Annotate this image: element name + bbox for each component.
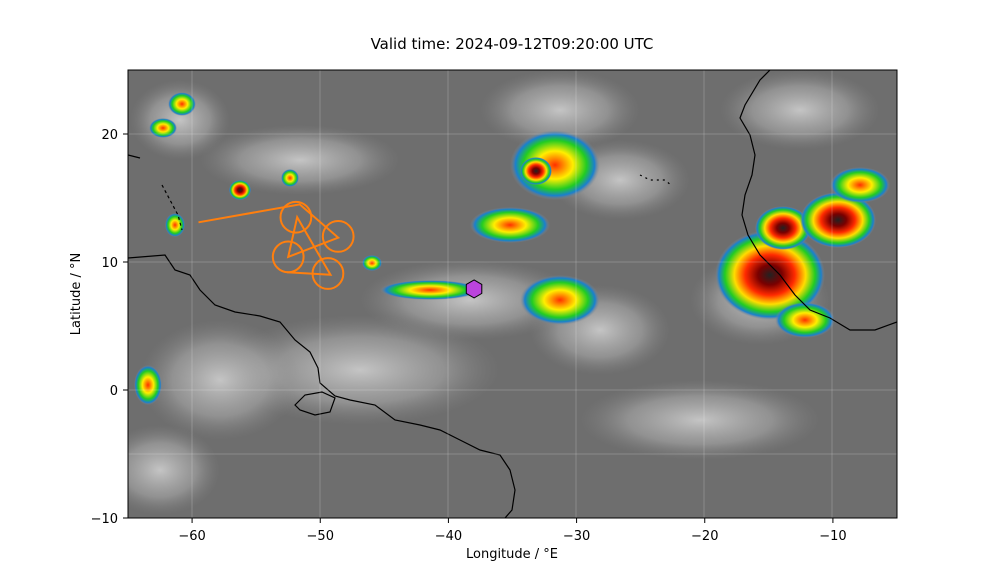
uncertainty-circle <box>311 257 345 290</box>
x-tick-label: −10 <box>819 529 846 544</box>
uncertainty-circle <box>321 220 355 253</box>
x-tick-label: −60 <box>178 529 205 544</box>
lesser-antilles <box>161 184 183 231</box>
uncertainty-circle <box>271 240 305 274</box>
plot-title: Valid time: 2024-09-12T09:20:00 UTC <box>371 35 654 53</box>
y-tick-label: −10 <box>91 512 118 527</box>
gridlines <box>128 70 897 518</box>
x-tick-label: −30 <box>563 529 590 544</box>
y-tick-label: 20 <box>101 128 118 143</box>
y-axis-label: Latitude / °N <box>69 253 84 335</box>
x-axis-label: Longitude / °E <box>466 547 558 562</box>
africa-coast <box>739 70 897 331</box>
y-tick-label: 10 <box>101 256 118 271</box>
satellite-map <box>128 70 897 518</box>
coastlines <box>128 70 897 518</box>
marajo-island <box>294 391 336 416</box>
hispaniola-edge <box>128 154 141 159</box>
south-america-coast <box>128 254 516 518</box>
track-overlay <box>198 200 483 299</box>
y-tick-label: 0 <box>110 384 118 399</box>
uncertainty-circle <box>279 200 313 234</box>
track-line <box>198 203 341 276</box>
y-axis: −10 0 10 20 <box>91 128 128 527</box>
cape-verde <box>639 174 673 187</box>
x-tick-label: −50 <box>307 529 334 544</box>
hexagon-marker <box>465 279 483 299</box>
x-axis: −60 −50 −40 −30 −20 −10 <box>178 518 847 544</box>
axes-frame <box>127 69 898 519</box>
x-tick-label: −40 <box>435 529 462 544</box>
x-tick-label: −20 <box>691 529 718 544</box>
